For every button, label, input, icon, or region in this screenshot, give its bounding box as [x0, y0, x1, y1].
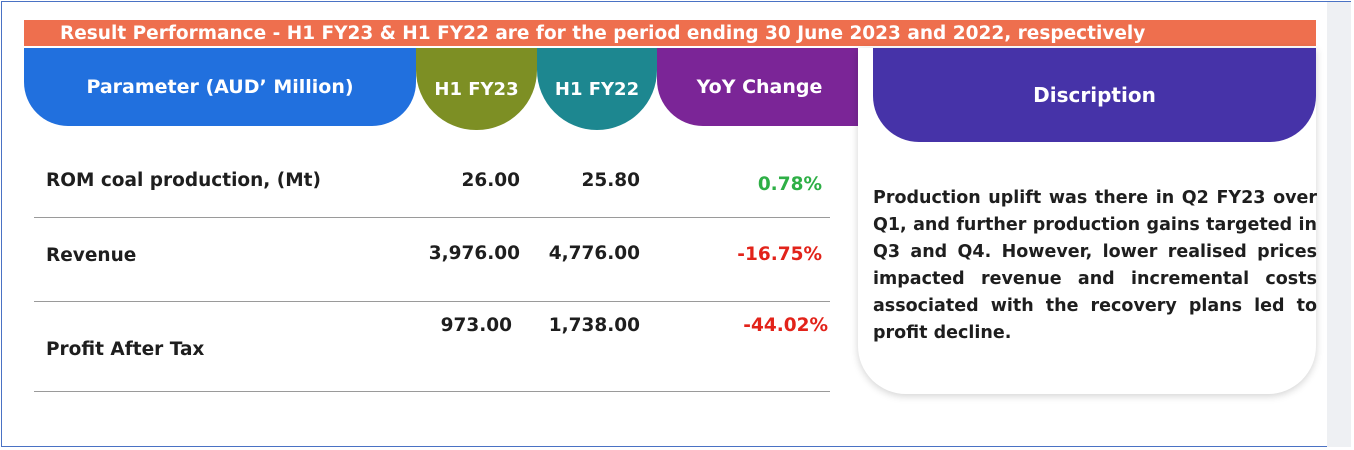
row-divider [34, 391, 830, 392]
description-text: Production uplift was there in Q2 FY23 o… [873, 188, 1317, 343]
row-h1fy23-value: 973.00 [440, 315, 512, 336]
row-h1fy23-value: 26.00 [461, 170, 520, 191]
row-parameter-label: ROM coal production, (Mt) [46, 170, 321, 191]
row-parameter-label: Profit After Tax [46, 339, 205, 360]
title-banner: Result Performance - H1 FY23 & H1 FY22 a… [24, 20, 1316, 46]
row-divider [34, 217, 830, 218]
right-edge-strip [1327, 2, 1351, 447]
header-yoy-change: YoY Change [657, 48, 862, 126]
header-description: Discription [873, 48, 1316, 142]
row-h1fy22-value: 1,738.00 [548, 315, 640, 336]
row-yoy-value: 0.78% [757, 174, 822, 195]
row-h1fy23-value: 3,976.00 [428, 243, 520, 264]
header-parameter: Parameter (AUD’ Million) [24, 48, 416, 126]
row-parameter-label: Revenue [46, 245, 137, 266]
row-h1fy22-value: 25.80 [581, 170, 640, 191]
row-h1fy22-value: 4,776.00 [548, 243, 640, 264]
row-yoy-value: -16.75% [737, 244, 822, 265]
row-divider [34, 301, 830, 302]
row-yoy-value: -44.02% [743, 315, 828, 336]
